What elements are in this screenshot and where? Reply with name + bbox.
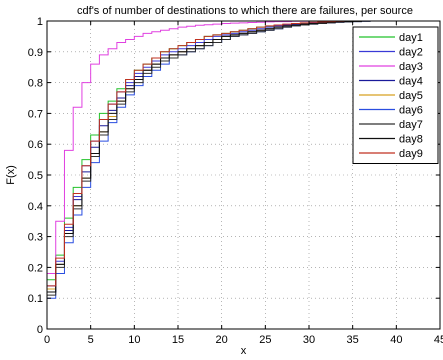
x-tick-label: 30 — [303, 334, 315, 346]
x-tick-label: 45 — [434, 334, 443, 346]
legend: day1 day2 day3 day4 day5 day6 day7 day8 day9 — [352, 26, 439, 164]
x-tick-label: 10 — [128, 334, 140, 346]
legend-label: day6 — [399, 105, 423, 117]
x-tick-label: 35 — [347, 334, 359, 346]
chart-title: cdf's of number of destinations to which… — [77, 5, 413, 17]
x-tick-label: 25 — [259, 334, 271, 346]
y-tick-label: 0 — [37, 324, 43, 336]
x-tick-label: 5 — [88, 334, 94, 346]
y-tick-label: 1 — [37, 16, 43, 28]
legend-label: day2 — [399, 47, 423, 59]
legend-label: day3 — [399, 61, 423, 73]
x-tick-label: 20 — [216, 334, 228, 346]
x-tick-label: 15 — [172, 334, 184, 346]
legend-label: day1 — [399, 32, 423, 44]
y-tick-label: 0.5 — [28, 170, 43, 182]
y-tick-label: 0.7 — [28, 108, 43, 120]
y-tick-label: 0.1 — [28, 293, 43, 305]
x-axis-label: x — [241, 345, 247, 357]
legend-label: day9 — [399, 148, 423, 160]
legend-label: day5 — [399, 90, 423, 102]
y-tick-label: 0.8 — [28, 78, 43, 90]
legend-label: day8 — [399, 134, 423, 146]
y-tick-label: 0.2 — [28, 262, 43, 274]
y-tick-label: 0.9 — [28, 47, 43, 59]
y-tick-label: 0.6 — [28, 139, 43, 151]
y-tick-label: 0.3 — [28, 232, 43, 244]
y-axis-label: F(x) — [5, 165, 17, 185]
axis-ticks: 0 5 10 15 20 25 30 35 40 45 0 0.1 0.2 0.3 0.4 0.5 0.6 0.7… — [28, 16, 443, 346]
legend-label: day7 — [399, 119, 423, 131]
legend-label: day4 — [399, 76, 423, 88]
x-tick-label: 40 — [390, 334, 402, 346]
grid — [47, 21, 440, 329]
y-tick-label: 0.4 — [28, 201, 43, 213]
x-tick-label: 0 — [44, 334, 50, 346]
